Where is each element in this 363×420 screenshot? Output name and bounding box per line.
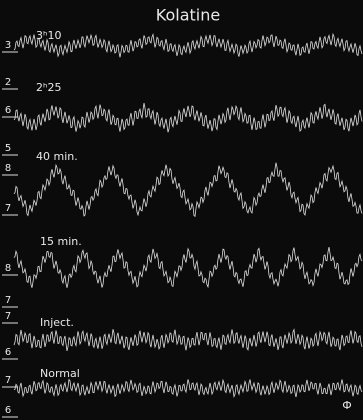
scale-label: 3 bbox=[5, 40, 11, 51]
scale-label: 5 bbox=[5, 143, 11, 154]
figure-title: Kolatine bbox=[156, 6, 220, 25]
panel-label: 3ʰ10 bbox=[36, 29, 61, 42]
panel-label: 2ʰ25 bbox=[36, 81, 61, 94]
figure: Kolatine Ф 3ʰ10 2ʰ25 40 min. 15 min. Inject.… bbox=[0, 0, 363, 420]
background bbox=[0, 0, 363, 420]
scale-label: 7 bbox=[5, 375, 11, 386]
corner-mark: Ф bbox=[342, 399, 351, 412]
panel-label: 40 min. bbox=[36, 150, 78, 163]
scale-label: 2 bbox=[5, 77, 11, 88]
scale-label: 7 bbox=[5, 203, 11, 214]
scale-label: 7 bbox=[5, 311, 11, 322]
panel-label: 15 min. bbox=[40, 235, 82, 248]
panel-label: Normal bbox=[40, 367, 80, 380]
scale-label: 8 bbox=[5, 263, 11, 274]
scale-label: 8 bbox=[5, 163, 11, 174]
panel-label: Inject. bbox=[40, 316, 74, 329]
scale-label: 6 bbox=[5, 347, 11, 358]
scale-label: 6 bbox=[5, 105, 11, 116]
scale-label: 7 bbox=[5, 295, 11, 306]
scale-label: 6 bbox=[5, 405, 11, 416]
